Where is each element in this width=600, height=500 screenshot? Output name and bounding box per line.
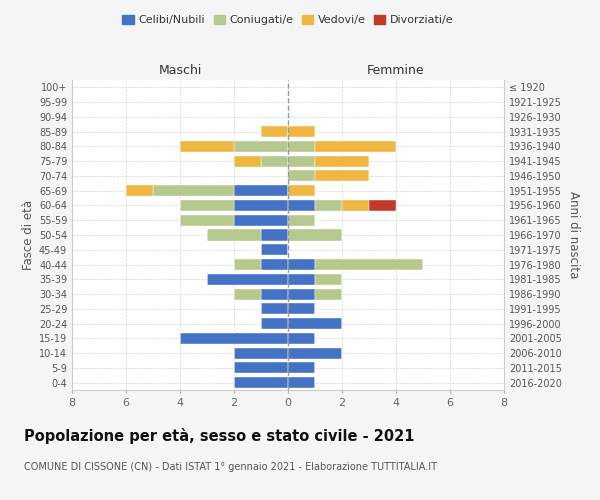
Bar (261, 259, 288, 270)
Bar (288, 288, 315, 300)
Bar (261, 244, 288, 256)
Bar (234, 214, 288, 226)
Bar (234, 156, 261, 166)
Bar (315, 200, 342, 211)
Bar (315, 156, 369, 166)
Bar (288, 274, 315, 285)
Bar (288, 362, 315, 374)
Bar (288, 230, 342, 240)
Bar (315, 288, 342, 300)
Bar (180, 141, 234, 152)
Bar (288, 185, 315, 196)
Bar (342, 200, 369, 211)
Bar (234, 259, 261, 270)
Bar (288, 170, 315, 181)
Bar (261, 318, 288, 329)
Legend: Celibi/Nubili, Coniugati/e, Vedovi/e, Divorziati/e: Celibi/Nubili, Coniugati/e, Vedovi/e, Di… (118, 10, 458, 30)
Bar (126, 185, 153, 196)
Bar (315, 170, 369, 181)
Bar (261, 230, 288, 240)
Bar (234, 141, 288, 152)
Bar (234, 362, 288, 374)
Text: Maschi: Maschi (158, 64, 202, 77)
Bar (261, 156, 288, 166)
Y-axis label: Anni di nascita: Anni di nascita (567, 192, 580, 278)
Bar (180, 214, 234, 226)
Bar (261, 126, 288, 137)
Bar (234, 185, 288, 196)
Bar (288, 348, 342, 358)
Bar (288, 200, 315, 211)
Bar (234, 288, 261, 300)
Bar (288, 318, 342, 329)
Bar (288, 214, 315, 226)
Bar (288, 259, 315, 270)
Bar (288, 333, 315, 344)
Bar (288, 156, 315, 166)
Bar (315, 274, 342, 285)
Bar (315, 141, 396, 152)
Bar (288, 141, 315, 152)
Text: Femmine: Femmine (367, 64, 425, 77)
Bar (288, 126, 315, 137)
Bar (234, 377, 288, 388)
Bar (153, 185, 234, 196)
Bar (180, 200, 234, 211)
Y-axis label: Fasce di età: Fasce di età (22, 200, 35, 270)
Bar (315, 259, 423, 270)
Bar (180, 333, 288, 344)
Bar (207, 230, 261, 240)
Text: COMUNE DI CISSONE (CN) - Dati ISTAT 1° gennaio 2021 - Elaborazione TUTTITALIA.IT: COMUNE DI CISSONE (CN) - Dati ISTAT 1° g… (24, 462, 437, 472)
Bar (234, 348, 288, 358)
Bar (288, 304, 315, 314)
Bar (261, 304, 288, 314)
Bar (288, 377, 315, 388)
Bar (369, 200, 396, 211)
Bar (261, 288, 288, 300)
Text: Popolazione per età, sesso e stato civile - 2021: Popolazione per età, sesso e stato civil… (24, 428, 415, 444)
Bar (207, 274, 288, 285)
Bar (234, 200, 288, 211)
